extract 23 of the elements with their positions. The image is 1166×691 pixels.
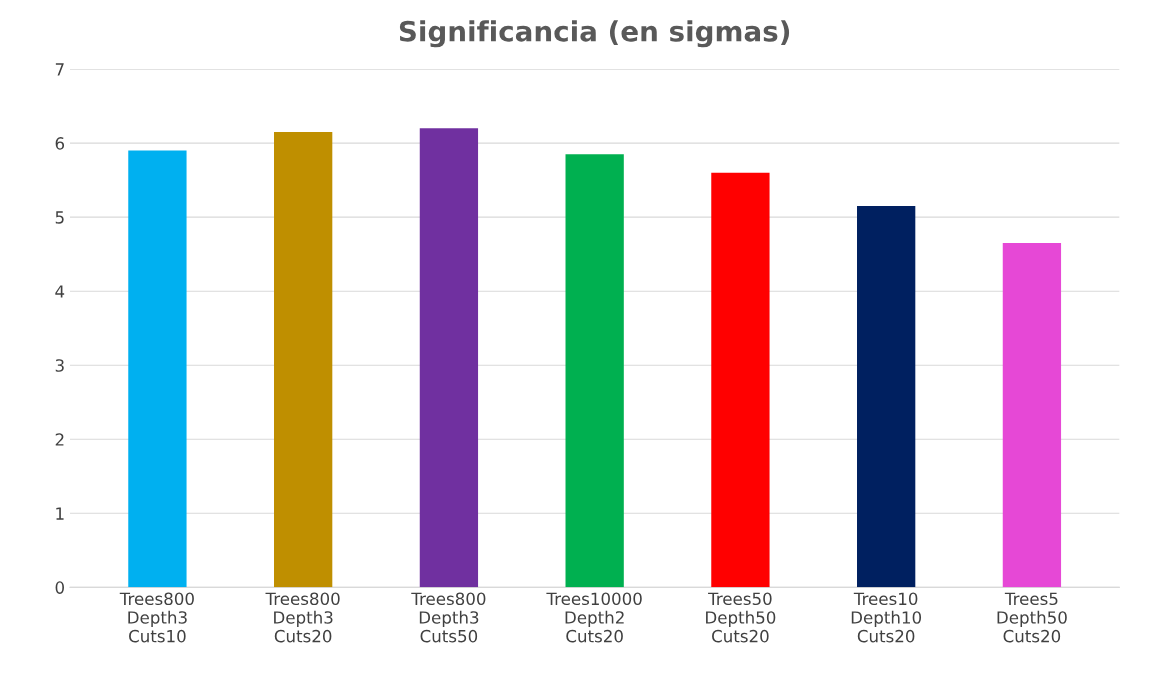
bar [274, 132, 333, 588]
y-tick-label: 5 [55, 211, 64, 224]
y-tick-label: 7 [55, 63, 64, 76]
bar [857, 206, 916, 588]
bar [565, 154, 624, 588]
y-tick-label: 6 [55, 137, 65, 150]
x-tick-label: Trees5 Depth50 Cuts20 [997, 592, 1067, 643]
x-tick-label: Trees10 Depth10 Cuts20 [851, 592, 922, 643]
y-tick-label: 4 [55, 285, 65, 298]
bar [711, 172, 770, 588]
x-tick-label: Trees800 Depth3 Cuts20 [265, 592, 340, 643]
y-tick-label: 1 [56, 507, 64, 520]
bar [1002, 243, 1062, 588]
chart-title: Significancia (en sigmas) [399, 20, 790, 48]
bar [128, 150, 187, 588]
x-tick-label: Trees800 Depth3 Cuts50 [411, 592, 486, 643]
x-tick-label: Trees800 Depth3 Cuts10 [119, 592, 194, 643]
y-tick-label: 2 [55, 433, 64, 446]
bar [419, 128, 479, 588]
y-tick-label: 0 [55, 581, 64, 594]
x-tick-label: Trees10000 Depth2 Cuts20 [546, 592, 642, 643]
x-tick-label: Trees50 Depth50 Cuts20 [706, 592, 776, 643]
y-tick-label: 3 [55, 359, 64, 372]
